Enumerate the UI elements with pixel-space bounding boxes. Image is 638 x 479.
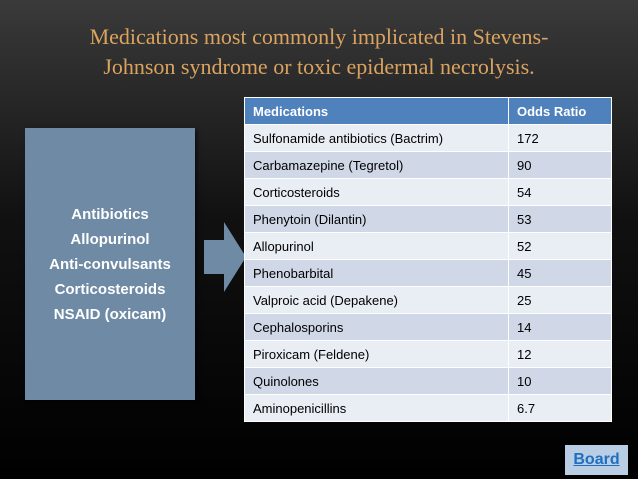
table-cell: Aminopenicillins: [244, 394, 509, 422]
table-cell: Cephalosporins: [244, 313, 509, 341]
table-row: Cephalosporins 14: [244, 313, 612, 341]
table-cell: 10: [508, 367, 612, 395]
table-cell: 12: [508, 340, 612, 368]
title-line: Johnson syndrome or toxic epidermal necr…: [103, 54, 535, 79]
table-cell: Corticosteroids: [244, 178, 509, 206]
table-row: Carbamazepine (Tegretol) 90: [244, 151, 612, 179]
table-row: Allopurinol 52: [244, 232, 612, 260]
table-row: Phenobarbital 45: [244, 259, 612, 287]
table-row: Corticosteroids 54: [244, 178, 612, 206]
table-cell: 90: [508, 151, 612, 179]
table-row: Piroxicam (Feldene) 12: [244, 340, 612, 368]
box-line: Corticosteroids: [54, 280, 166, 298]
table-cell: 14: [508, 313, 612, 341]
table-cell: Phenobarbital: [244, 259, 509, 287]
table-row: Phenytoin (Dilantin) 53: [244, 205, 612, 233]
board-button[interactable]: Board: [565, 445, 628, 475]
table-cell: 172: [508, 124, 612, 152]
table-cell: 53: [508, 205, 612, 233]
table-cell: 54: [508, 178, 612, 206]
table-cell: Sulfonamide antibiotics (Bactrim): [244, 124, 509, 152]
category-box: Antibiotics Allopurinol Anti-convulsants Co…: [25, 128, 195, 400]
table-row: Valproic acid (Depakene) 25: [244, 286, 612, 314]
title-line: Medications most commonly implicated in …: [89, 24, 549, 49]
table-cell: Quinolones: [244, 367, 509, 395]
header-row: Medications Odds Ratio: [244, 97, 612, 125]
table-cell: Allopurinol: [244, 232, 509, 260]
table-cell: 6.7: [508, 394, 612, 422]
table-cell: Carbamazepine (Tegretol): [244, 151, 509, 179]
table-cell: 52: [508, 232, 612, 260]
table-cell: 25: [508, 286, 612, 314]
box-line: Anti-convulsants: [49, 255, 171, 273]
table-cell: Valproic acid (Depakene): [244, 286, 509, 314]
table-cell: Piroxicam (Feldene): [244, 340, 509, 368]
table-row: Aminopenicillins 6.7: [244, 394, 612, 422]
odds-table: Medications Odds Ratio Sulfonamide antibio…: [244, 97, 612, 422]
header-cell: Medications: [244, 97, 509, 125]
arrow: [204, 222, 246, 292]
box-line: NSAID (oxicam): [53, 305, 167, 323]
box-line: Allopurinol: [70, 230, 150, 248]
header-cell: Odds Ratio: [508, 97, 612, 125]
table-cell: 45: [508, 259, 612, 287]
box-line: Antibiotics: [71, 205, 149, 223]
table-row: Quinolones 10: [244, 367, 612, 395]
slide-title: Medications most commonly implicated in …: [0, 22, 638, 82]
table-row: Sulfonamide antibiotics (Bactrim) 172: [244, 124, 612, 152]
table-cell: Phenytoin (Dilantin): [244, 205, 509, 233]
